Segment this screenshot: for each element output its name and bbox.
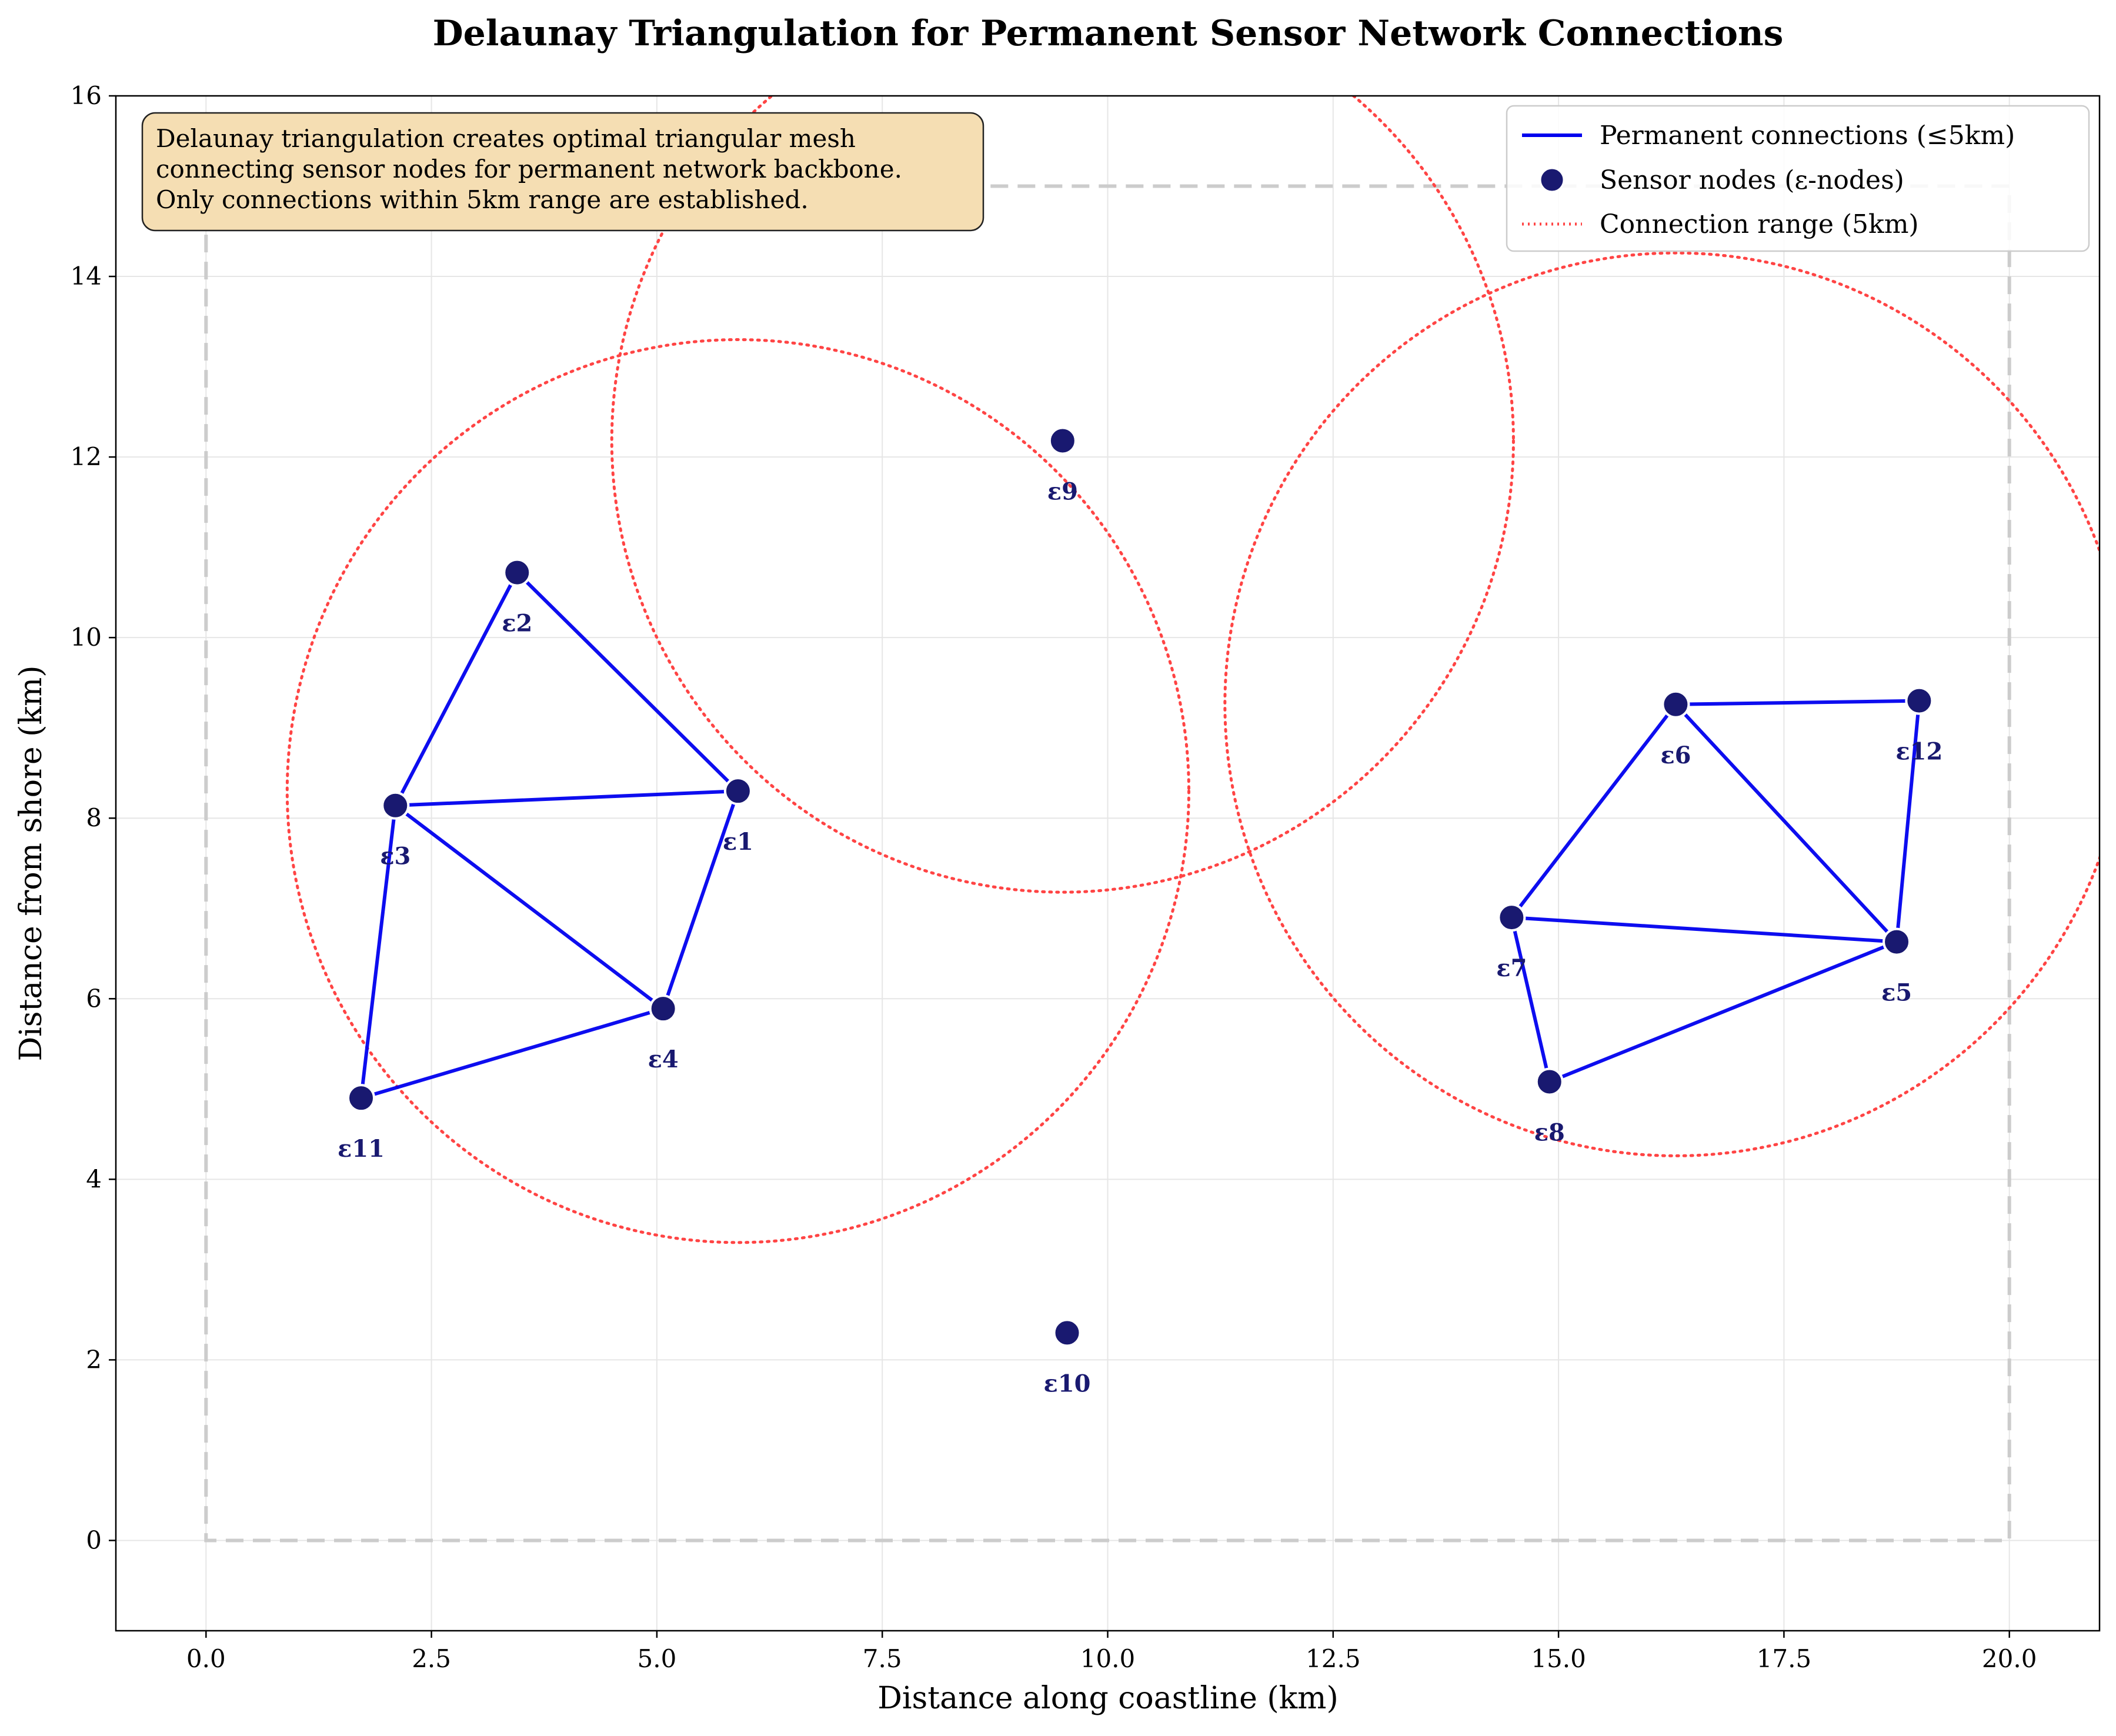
x-tick-label: 5.0 (638, 1644, 677, 1673)
node-ε2 (503, 558, 532, 587)
annotation-line-1: Delaunay triangulation creates optimal t… (156, 124, 856, 153)
chart-title: Delaunay Triangulation for Permanent Sen… (433, 13, 1784, 54)
node-label-ε2: ε2 (502, 610, 532, 637)
edge-ε2-ε3 (393, 572, 519, 807)
legend-frame (1506, 105, 2090, 252)
y-tick-label: 10 (71, 623, 102, 652)
x-tick-label: 15.0 (1531, 1644, 1586, 1673)
edge-ε2-ε1 (516, 571, 740, 793)
annotation-box: Delaunay triangulation creates optimal t… (141, 112, 984, 232)
edge-ε1-ε4 (661, 790, 740, 1010)
edge-ε8-ε5 (1548, 940, 1898, 1084)
node-label-ε9: ε9 (1047, 478, 1078, 505)
node-ε1 (723, 777, 752, 806)
legend-label-nodes: Sensor nodes (ε-nodes) (1600, 165, 1904, 195)
node-ε3 (381, 791, 410, 820)
y-tick-label: 4 (86, 1164, 102, 1193)
connection-edges (359, 571, 1921, 1100)
grid-lines (116, 96, 2100, 1631)
node-ε7 (1497, 903, 1526, 932)
node-ε6 (1661, 690, 1690, 719)
x-tick-label: 0.0 (186, 1644, 226, 1673)
node-ε8 (1535, 1067, 1564, 1096)
legend-label-range: Connection range (5km) (1600, 209, 1919, 239)
x-tick-label: 7.5 (863, 1644, 902, 1673)
y-tick-label: 12 (71, 442, 102, 471)
node-ε10 (1053, 1318, 1082, 1347)
x-axis-label: Distance along coastline (km) (877, 1681, 1339, 1716)
annotation-line-3: Only connections within 5km range are es… (156, 185, 809, 214)
range-circle-2 (610, 96, 1515, 894)
node-label-ε10: ε10 (1044, 1370, 1091, 1397)
node-label-ε7: ε7 (1496, 954, 1527, 982)
y-tick-label: 14 (71, 262, 102, 291)
node-ε11 (347, 1084, 376, 1113)
y-tick-label: 8 (86, 803, 102, 832)
range-circle-3 (1223, 251, 2100, 1157)
node-ε4 (649, 994, 677, 1023)
edge-ε12-ε5 (1895, 700, 1921, 942)
y-axis-label: Distance from shore (km) (14, 665, 49, 1061)
node-ε9 (1048, 426, 1077, 455)
edge-ε7-ε5 (1511, 916, 1897, 944)
range-circle-1 (285, 338, 1190, 1244)
sensor-nodes (347, 426, 1934, 1347)
x-tick-label: 10.0 (1080, 1644, 1136, 1673)
y-tick-label: 0 (86, 1525, 102, 1554)
legend-marker-swatch (1539, 167, 1565, 193)
edge-ε7-ε8 (1510, 917, 1551, 1083)
x-tick-label: 12.5 (1306, 1644, 1361, 1673)
edge-ε6-ε7 (1510, 703, 1677, 919)
y-axis-ticks: 0 2 4 6 8 10 12 14 16 (71, 81, 116, 1554)
edge-ε6-ε5 (1674, 703, 1898, 943)
y-tick-label: 16 (71, 81, 102, 110)
y-tick-label: 6 (86, 984, 102, 1013)
node-label-ε8: ε8 (1534, 1119, 1565, 1147)
boundary-rect (204, 184, 2011, 1543)
node-label-ε12: ε12 (1895, 738, 1943, 766)
legend: Permanent connections (≤5km) Sensor node… (1506, 105, 2090, 252)
node-label-ε3: ε3 (380, 843, 410, 870)
node-label-ε5: ε5 (1881, 979, 1912, 1007)
edge-ε11-ε4 (361, 1007, 664, 1100)
edge-ε3-ε1 (395, 789, 739, 807)
edge-ε6-ε12 (1676, 699, 1920, 706)
node-label-ε4: ε4 (648, 1046, 679, 1073)
x-tick-label: 2.5 (412, 1644, 451, 1673)
node-label-ε11: ε11 (338, 1135, 385, 1163)
annotation-line-2: connecting sensor nodes for permanent ne… (156, 155, 902, 183)
node-label-ε6: ε6 (1660, 742, 1691, 769)
range-circles (285, 96, 2100, 1244)
node-ε12 (1905, 686, 1934, 715)
edge-ε3-ε11 (359, 805, 398, 1099)
x-axis-ticks: 0.0 2.5 5.0 7.5 10.0 12.5 15.0 17.5 20.0 (186, 1631, 2037, 1673)
legend-label-connections: Permanent connections (≤5km) (1600, 121, 2015, 151)
edge-ε3-ε4 (394, 804, 665, 1010)
x-tick-label: 17.5 (1757, 1644, 1812, 1673)
deployment-boundary (204, 184, 2011, 1543)
node-label-ε1: ε1 (723, 828, 753, 856)
node-labels: ε1 ε2 ε3 ε4 ε5 ε6 ε7 ε8 ε9 ε10 ε11 ε12 (338, 478, 1943, 1397)
x-tick-label: 20.0 (1982, 1644, 2037, 1673)
node-ε5 (1883, 927, 1911, 956)
y-tick-label: 2 (86, 1345, 102, 1374)
annotation-background (141, 112, 984, 232)
